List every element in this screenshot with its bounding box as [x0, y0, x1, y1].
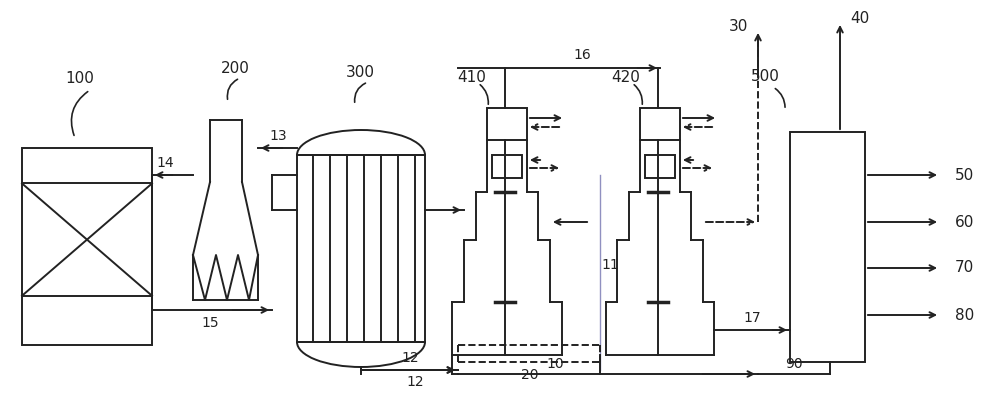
Text: 50: 50 [955, 167, 974, 182]
Bar [22, 148, 152, 345]
Bar [790, 132, 865, 362]
Text: 16: 16 [573, 48, 591, 62]
Text: 30: 30 [729, 19, 748, 33]
Text: 20: 20 [521, 368, 539, 382]
Text: 60: 60 [955, 214, 974, 229]
Bar [492, 155, 522, 178]
Text: 17: 17 [743, 311, 761, 325]
Text: 13: 13 [269, 129, 287, 143]
Text: 40: 40 [850, 11, 869, 26]
Bar [640, 108, 680, 140]
Text: 10: 10 [546, 357, 564, 371]
Text: 15: 15 [201, 316, 219, 330]
Text: 14: 14 [156, 156, 174, 170]
Bar [297, 155, 425, 342]
Bar [645, 155, 675, 178]
Text: 12: 12 [406, 375, 424, 389]
Text: 200: 200 [221, 61, 249, 76]
Text: 500: 500 [751, 69, 779, 84]
Text: 12: 12 [401, 351, 419, 365]
Bar [487, 108, 527, 140]
Text: 100: 100 [66, 71, 94, 85]
Text: 70: 70 [955, 260, 974, 275]
Text: 80: 80 [955, 307, 974, 323]
Text: 90: 90 [785, 357, 803, 371]
Text: 420: 420 [612, 69, 640, 84]
Text: 300: 300 [346, 65, 374, 80]
Text: 410: 410 [458, 69, 486, 84]
Text: 11: 11 [601, 258, 619, 272]
